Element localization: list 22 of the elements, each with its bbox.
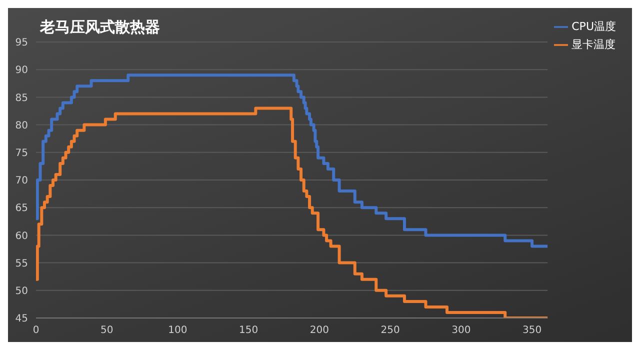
x-tick-label: 300 [452,325,471,336]
y-tick-label: 75 [15,148,28,159]
legend-label: 显卡温度 [572,38,616,51]
y-tick-label: 80 [15,120,28,132]
x-tick-label: 50 [100,325,114,336]
y-tick-label: 45 [15,314,28,325]
y-tick-label: 70 [15,176,28,187]
x-tick-label: 150 [239,325,258,336]
y-tick-label: 85 [15,92,28,104]
x-tick-label: 350 [522,325,542,336]
x-tick-label: 250 [380,325,400,336]
y-tick-label: 50 [15,286,28,297]
y-tick-label: 55 [15,258,28,270]
y-tick-label: 95 [15,38,28,49]
x-tick-label: 200 [310,325,329,336]
y-tick-label: 65 [15,203,28,214]
x-tick-label: 100 [168,325,188,336]
chart-title: 老马压风式散热器 [40,18,160,37]
legend-label: CPU温度 [572,20,616,33]
x-tick-label: 0 [32,325,40,336]
y-tick-label: 60 [15,230,28,242]
y-tick-label: 90 [15,65,28,76]
